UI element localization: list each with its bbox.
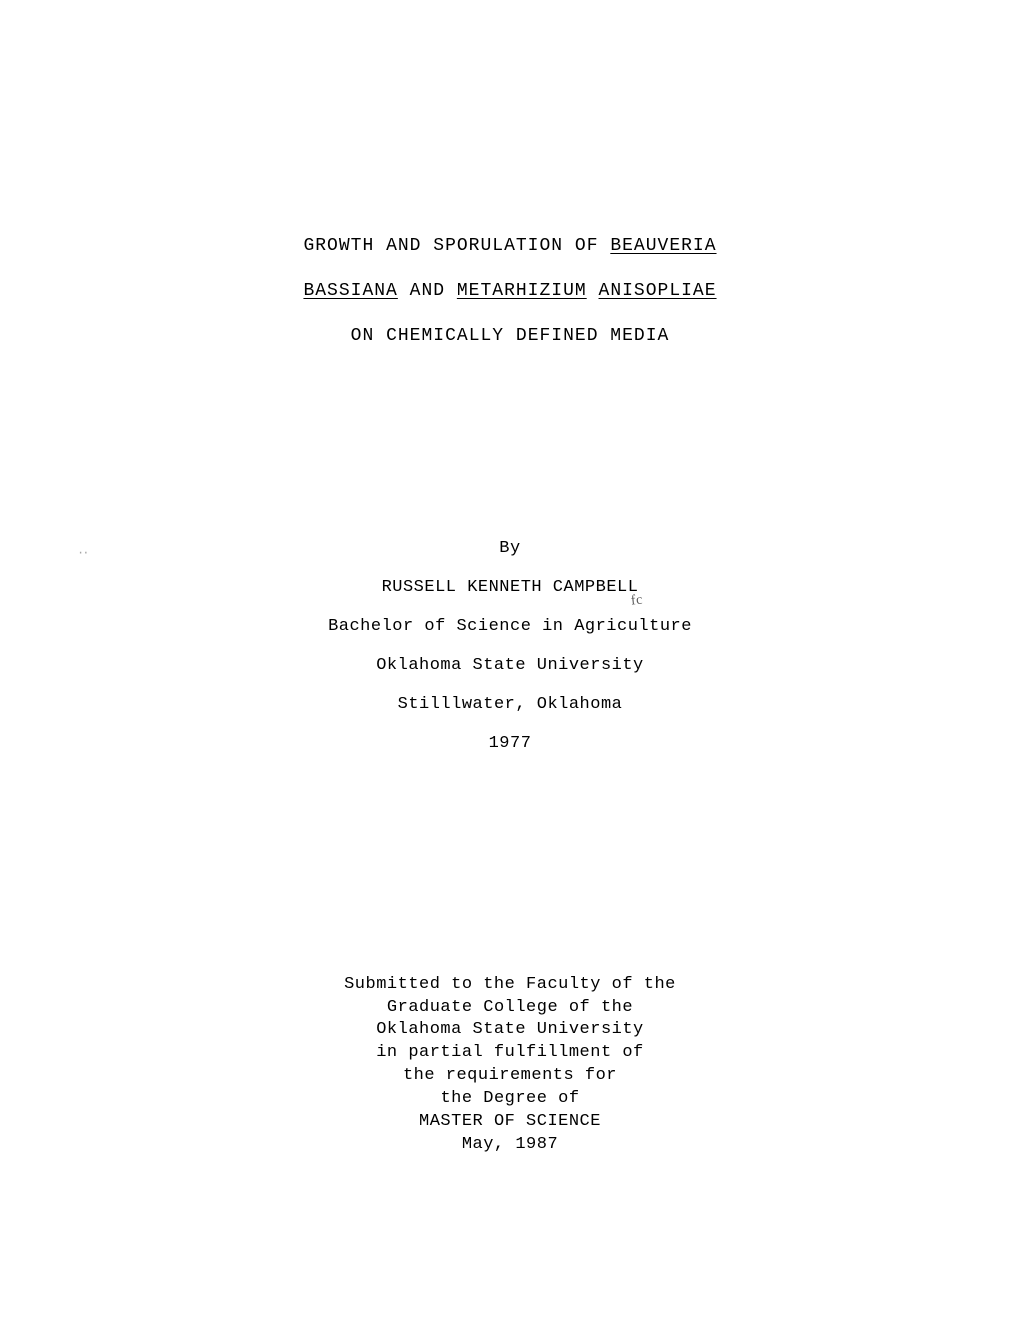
title-genus-2: METARHIZIUM: [457, 281, 587, 301]
submission-line: Graduate College of the: [0, 997, 1020, 1020]
author-university: Oklahoma State University: [0, 646, 1020, 685]
submission-line: Submitted to the Faculty of the: [0, 974, 1020, 997]
submission-line: in partial fulfillment of: [0, 1042, 1020, 1065]
thesis-title-page: ·· GROWTH AND SPORULATION OF BEAUVERIA B…: [0, 0, 1020, 1320]
submission-line: the requirements for: [0, 1065, 1020, 1088]
title-and: AND: [398, 281, 457, 301]
author-prior-degree: Bachelor of Science in Agriculture: [0, 607, 1020, 646]
title-species-2: ANISOPLIAE: [599, 281, 717, 301]
title-species-1: BASSIANA: [303, 281, 397, 301]
submission-line: May, 1987: [0, 1134, 1020, 1157]
author-city: Stilllwater, Oklahoma: [0, 685, 1020, 724]
author-bs-year: 1977: [0, 724, 1020, 763]
title-space: [587, 281, 599, 301]
author-name: RUSSELL KENNETH CAMPBELL: [382, 578, 639, 597]
submission-line: Oklahoma State University: [0, 1019, 1020, 1042]
title-line-3: ON CHEMICALLY DEFINED MEDIA: [0, 314, 1020, 359]
submission-line: MASTER OF SCIENCE: [0, 1111, 1020, 1134]
speck-mark: ··: [77, 546, 87, 560]
title-block: GROWTH AND SPORULATION OF BEAUVERIA BASS…: [0, 224, 1020, 359]
submission-line: the Degree of: [0, 1088, 1020, 1111]
title-line-1: GROWTH AND SPORULATION OF BEAUVERIA: [0, 224, 1020, 269]
submission-block: Submitted to the Faculty of the Graduate…: [0, 974, 1020, 1158]
title-genus-1: BEAUVERIA: [610, 236, 716, 256]
author-name-wrap: RUSSELL KENNETH CAMPBELL fc: [382, 568, 639, 607]
title-text: GROWTH AND SPORULATION OF: [303, 236, 610, 256]
author-block: By RUSSELL KENNETH CAMPBELL fc Bachelor …: [0, 529, 1020, 764]
title-line-2: BASSIANA AND METARHIZIUM ANISOPLIAE: [0, 269, 1020, 314]
by-label: By: [0, 529, 1020, 568]
scan-artifact: ··: [77, 546, 87, 556]
